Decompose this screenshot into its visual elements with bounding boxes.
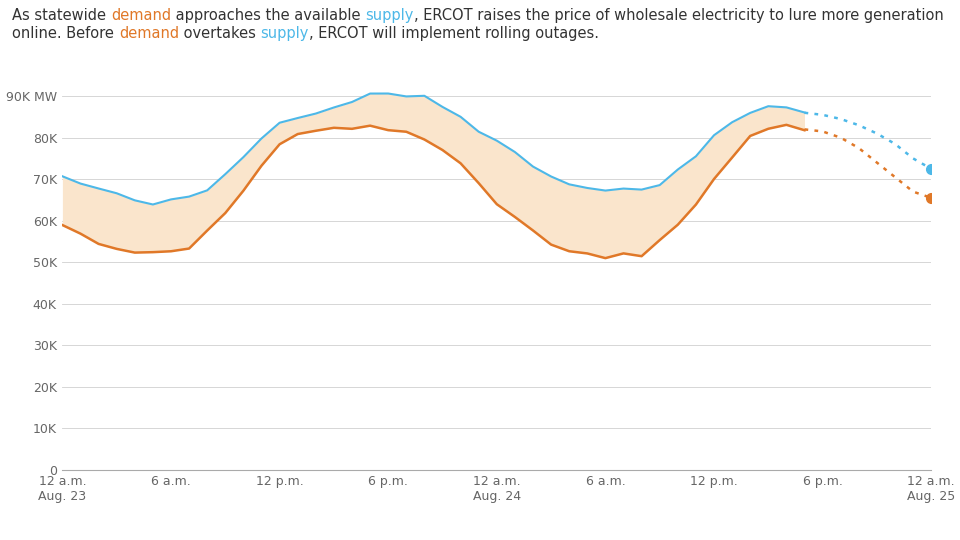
- Text: As statewide: As statewide: [12, 8, 111, 23]
- Text: demand: demand: [111, 8, 171, 23]
- Text: supply: supply: [260, 26, 309, 41]
- Text: online. Before: online. Before: [12, 26, 119, 41]
- Text: approaches the available: approaches the available: [171, 8, 366, 23]
- Text: supply: supply: [366, 8, 414, 23]
- Text: , ERCOT will implement rolling outages.: , ERCOT will implement rolling outages.: [309, 26, 599, 41]
- Text: demand: demand: [119, 26, 180, 41]
- Text: , ERCOT raises the price of wholesale electricity to lure more generation: , ERCOT raises the price of wholesale el…: [414, 8, 944, 23]
- Text: overtakes: overtakes: [180, 26, 260, 41]
